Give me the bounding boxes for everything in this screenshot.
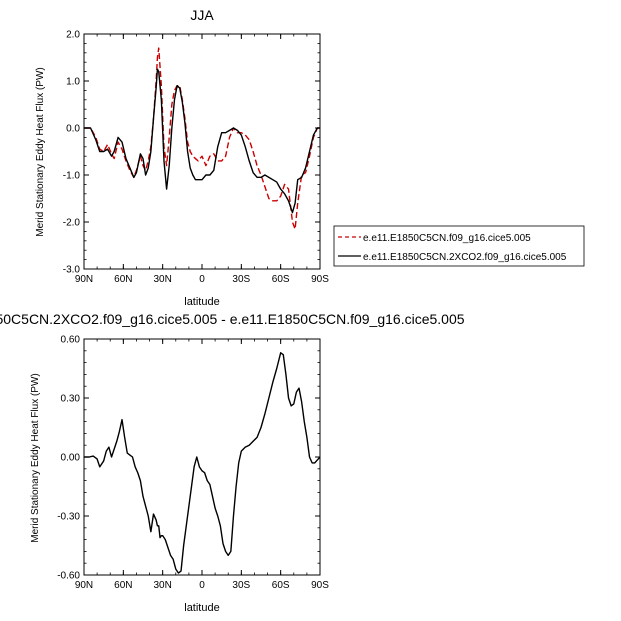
bottom-ytick-label-3: -0.30 [57,512,80,523]
bottom-xtick-label-5: 60S [272,580,290,591]
top-series-line-1 [84,68,320,214]
bottom-xtick-label-3: 0 [199,580,205,591]
bottom-series-line-0 [84,352,321,574]
bottom-ytick-label-2: 0.00 [61,453,81,464]
top-ytick-label-5: -3.0 [63,265,81,276]
top-chart-title: JJA [190,7,214,23]
top-xtick-label-2: 30N [153,274,171,285]
bottom-ytick-label-0: 0.60 [61,335,81,346]
top-ytick-label-4: -2.0 [63,218,81,229]
top-ytick-label-3: -1.0 [63,171,81,182]
top-chart-x-axis-label: latitude [184,296,219,308]
top-chart: JJA Merid Stationary Eddy Heat Flux (PW)… [35,7,329,308]
top-plot-frame [83,33,321,270]
top-chart-y-axis-label: Merid Stationary Eddy Heat Flux (PW) [35,67,46,237]
bottom-xtick-label-4: 30S [232,580,250,591]
top-xtick-label-0: 90N [75,274,93,285]
top-xtick-label-6: 90S [311,274,329,285]
legend-box [333,225,585,267]
bottom-xtick-label-1: 60N [114,580,132,591]
bottom-chart-y-axis-label: Merid Stationary Eddy Heat Flux (PW) [30,373,41,543]
top-xtick-label-1: 60N [114,274,132,285]
bottom-xtick-label-2: 30N [153,580,171,591]
legend-label-2xco2: e.e11.E1850C5CN.2XCO2.f09_g16.cice5.005 [363,252,567,263]
bottom-chart-title: 50C5CN.2XCO2.f09_g16.cice5.005 - e.e11.E… [0,311,465,327]
chart-legend: e.e11.E1850C5CN.f09_g16.cice5.005 e.e11.… [333,225,585,267]
legend-label-control: e.e11.E1850C5CN.f09_g16.cice5.005 [363,233,531,244]
top-xtick-label-5: 60S [272,274,290,285]
top-ytick-label-0: 2.0 [66,30,80,41]
top-ytick-label-1: 1.0 [66,77,80,88]
top-xtick-label-3: 0 [199,274,205,285]
bottom-ytick-label-4: -0.60 [57,571,80,582]
bottom-chart: 50C5CN.2XCO2.f09_g16.cice5.005 - e.e11.E… [0,311,465,614]
bottom-xtick-label-0: 90N [75,580,93,591]
bottom-plot-frame [83,338,321,576]
top-ytick-label-2: 0.0 [66,124,80,135]
bottom-chart-x-axis-label: latitude [184,602,219,614]
top-xtick-label-4: 30S [232,274,250,285]
bottom-ytick-label-1: 0.30 [61,394,81,405]
bottom-xtick-label-6: 90S [311,580,329,591]
